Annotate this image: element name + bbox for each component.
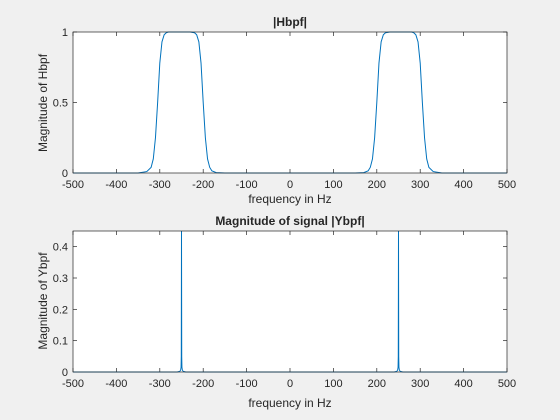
x-tick-label: 0 xyxy=(287,179,293,191)
x-tick-label: 0 xyxy=(287,378,293,390)
x-tick-label: 500 xyxy=(498,179,516,191)
axes-ybpf-box xyxy=(72,230,508,373)
x-tick-label: -400 xyxy=(105,179,127,191)
x-tick-label: -200 xyxy=(192,378,214,390)
x-tick-label: -300 xyxy=(149,179,171,191)
axes-hbpf-xlabel: frequency in Hz xyxy=(248,192,331,206)
y-tick-label: 0.5 xyxy=(53,98,68,110)
y-tick-label: 0.1 xyxy=(53,336,68,348)
x-tick-label: -400 xyxy=(105,378,127,390)
x-tick-label: 200 xyxy=(368,179,386,191)
x-tick-label: -500 xyxy=(62,378,84,390)
y-tick-label: 0 xyxy=(62,367,68,379)
x-tick-label: -200 xyxy=(192,179,214,191)
x-tick-label: -500 xyxy=(62,179,84,191)
x-tick-label: 400 xyxy=(454,378,472,390)
axes-ybpf-xlabel: frequency in Hz xyxy=(248,396,331,410)
x-tick-label: 300 xyxy=(411,179,429,191)
x-tick-label: 500 xyxy=(498,378,516,390)
axes-ybpf-title: Magnitude of signal |Ybpf| xyxy=(215,214,364,228)
axes-hbpf-ticks: -500 -400 -300 -200 -100 0 100 200 300 400 500 0 0.5… xyxy=(53,27,516,191)
axes-hbpf-ylabel: Magnitude of Hbpf xyxy=(36,53,50,152)
axes-hbpf-background xyxy=(73,32,507,173)
axes-ybpf-background xyxy=(73,231,507,372)
y-tick-label: 0.3 xyxy=(53,273,68,285)
x-tick-label: -100 xyxy=(236,378,258,390)
x-tick-label: 300 xyxy=(411,378,429,390)
axes-hbpf: -500 -400 -300 -200 -100 0 100 200 300 400 500 0 0.5… xyxy=(36,15,516,206)
axes-ybpf-ticks: -500 -400 -300 -200 -100 0 100 200 300 400 500 0 0.1… xyxy=(53,231,516,390)
x-tick-label: 400 xyxy=(454,179,472,191)
axes-ybpf-ylabel: Magnitude of Ybpf xyxy=(36,252,50,350)
axes-hbpf-box xyxy=(72,31,508,174)
axes-ybpf: -500 -400 -300 -200 -100 0 100 200 300 400 500 0 0.1… xyxy=(36,214,516,410)
x-tick-label: 200 xyxy=(368,378,386,390)
y-tick-label: 0.2 xyxy=(53,304,68,316)
y-tick-label: 0.4 xyxy=(53,242,68,254)
y-tick-label: 1 xyxy=(62,27,68,39)
x-tick-label: -100 xyxy=(236,179,258,191)
y-tick-label: 0 xyxy=(62,168,68,180)
x-tick-label: 100 xyxy=(324,179,342,191)
x-tick-label: -300 xyxy=(149,378,171,390)
axes-hbpf-title: |Hbpf| xyxy=(273,15,307,29)
x-tick-label: 100 xyxy=(324,378,342,390)
